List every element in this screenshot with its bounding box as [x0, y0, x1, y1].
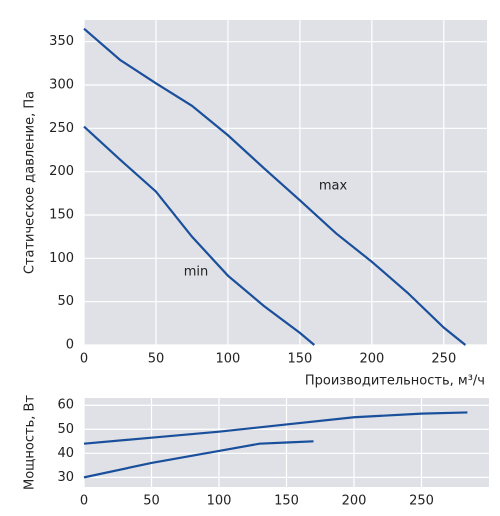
x-tick-label: 250: [431, 352, 456, 367]
x-tick-label: 100: [216, 352, 241, 367]
curve: [83, 125, 315, 346]
y-tick-label: 40: [57, 446, 74, 461]
y-tick-label: 250: [49, 121, 74, 136]
x-tick-label: 0: [80, 352, 88, 367]
y-tick-label: 50: [57, 422, 74, 437]
label-bg: [180, 263, 212, 281]
y-tick-label: 150: [49, 208, 74, 223]
curve: [83, 27, 467, 346]
x-tick-label: 50: [143, 494, 160, 509]
curve: [83, 411, 468, 445]
label-bg: [317, 177, 349, 195]
y-tick-label: 0: [66, 338, 74, 353]
y-tick-label: 30: [57, 470, 74, 485]
x-tick-label: 50: [148, 352, 165, 367]
y-tick-label: 60: [57, 398, 74, 413]
y-tick-label: 350: [49, 34, 74, 49]
x-axis-label: Производительность, м³/ч: [305, 374, 485, 389]
plot-area: [84, 20, 487, 345]
curve: [83, 440, 314, 479]
x-tick-label: 150: [287, 352, 312, 367]
x-tick-label: 250: [409, 494, 434, 509]
y-axis-label: Мощность, Вт: [23, 395, 38, 490]
series-label: max: [319, 179, 348, 194]
y-tick-label: 50: [57, 294, 74, 309]
y-tick-label: 300: [49, 78, 74, 93]
y-axis-label: Статическое давление, Па: [23, 91, 38, 274]
series-label: min: [184, 265, 209, 280]
x-tick-label: 150: [274, 494, 299, 509]
x-tick-label: 200: [359, 352, 384, 367]
x-tick-label: 200: [342, 494, 367, 509]
x-tick-label: 100: [207, 494, 232, 509]
y-tick-label: 100: [49, 251, 74, 266]
y-tick-label: 200: [49, 164, 74, 179]
x-tick-label: 0: [80, 494, 88, 509]
